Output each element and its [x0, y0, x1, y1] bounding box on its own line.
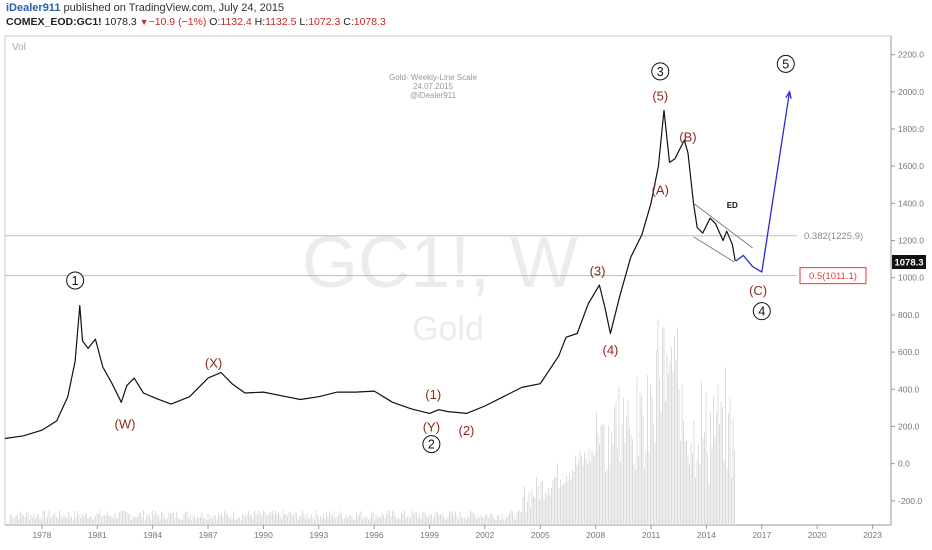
low-value: 1072.3 — [308, 16, 341, 28]
price-badge: 1078.3 — [892, 255, 926, 269]
price-series — [4, 90, 792, 440]
x-tick-label: 1999 — [420, 530, 439, 540]
price-badge-text: 1078.3 — [894, 258, 923, 269]
note-line-1: Gold- Weekly-Line Scale — [389, 73, 477, 82]
x-tick-label: 2002 — [475, 530, 494, 540]
author-link[interactable]: iDealer911 — [6, 2, 61, 14]
wave-label: (C) — [749, 283, 767, 298]
projection-line — [735, 91, 791, 273]
ending-diagonal: ED — [693, 201, 753, 263]
price-badge-box — [892, 255, 926, 269]
y-tick-label: 800.0 — [898, 310, 920, 320]
note-line-3: @iDealer911 — [410, 91, 457, 100]
wave-label: (1) — [425, 387, 441, 402]
fib-level-box — [799, 267, 867, 285]
note-line-2: 24.07.2015 — [413, 82, 454, 91]
y-tick-label: 1000.0 — [898, 273, 924, 283]
last-price: 1078.3 — [104, 16, 137, 28]
wave-label: (X) — [205, 355, 222, 370]
wave-circle — [752, 302, 771, 321]
wave-circle — [66, 271, 85, 290]
volume-bars — [9, 319, 735, 525]
y-tick-label: 400.0 — [898, 384, 920, 394]
close-label: C: — [343, 16, 354, 28]
open-value: 1132.4 — [220, 16, 252, 28]
wave-label: 4 — [758, 305, 765, 319]
x-tick-label: 2020 — [808, 530, 827, 540]
name-watermark: Gold — [412, 310, 484, 348]
wave-label: 5 — [782, 57, 789, 71]
wave-labels: 1 (W) (X) (1) (Y) 2 (2) (3) (4) (A) (5) 3 (B) (C) 4 5 — [66, 54, 795, 454]
x-tick-label: 2011 — [642, 530, 661, 540]
wave-label: (W) — [115, 417, 136, 432]
price-line — [4, 109, 736, 440]
wave-label: (4) — [602, 342, 618, 357]
x-tick-label: 2014 — [697, 530, 716, 540]
high-label: H: — [254, 16, 266, 28]
x-tick-label: 2008 — [586, 530, 605, 540]
x-tick-label: 1978 — [32, 530, 51, 540]
wave-label: (3) — [590, 263, 606, 278]
y-tick-label: 0.0 — [898, 459, 910, 469]
x-tick-label: 1984 — [143, 530, 162, 540]
wave-circle — [651, 62, 670, 81]
symbol-name[interactable]: COMEX_EOD:GC1! — [6, 16, 102, 28]
x-tick-label: 1987 — [199, 530, 218, 540]
y-tick-label: 1800.0 — [898, 124, 924, 134]
wave-label: (Y) — [423, 419, 440, 434]
y-tick-label: 1200.0 — [898, 236, 924, 246]
y-tick-label: 600.0 — [898, 347, 920, 357]
fib-level-label: 0.5(1011.1) — [809, 271, 857, 282]
y-tick-label: 1400.0 — [898, 198, 924, 208]
y-tick-label: -200.0 — [898, 496, 922, 506]
wave-label: 2 — [428, 438, 435, 452]
x-tick-label: 1993 — [309, 530, 328, 540]
time-axis-ticks: 1978 1981 1984 1987 1990 1993 1996 1999 2002 2005… — [32, 525, 882, 540]
projection-arrowhead — [785, 90, 792, 99]
x-tick-label: 1981 — [88, 530, 107, 540]
volume-label: Vol — [12, 42, 26, 53]
y-tick-label: 1600.0 — [898, 161, 924, 171]
wave-circle — [422, 435, 441, 454]
x-tick-label: 2017 — [752, 530, 771, 540]
ed-lower-line — [693, 236, 735, 263]
wave-label: 1 — [72, 274, 79, 288]
chart-header: iDealer911 published on TradingView.com,… — [0, 0, 932, 30]
x-tick-label: 2023 — [863, 530, 882, 540]
publish-text: published on TradingView.com, July 24, 2… — [63, 2, 285, 14]
x-tick-label: 1990 — [254, 530, 273, 540]
wave-label: (2) — [459, 423, 475, 438]
ohlc-line: COMEX_EOD:GC1! 1078.3 ▼−10.9 (−1%) O:113… — [6, 16, 386, 28]
x-tick-label: 2005 — [531, 530, 550, 540]
fib-level-label: 0.382(1225.9) — [804, 231, 863, 242]
price-chart[interactable]: Vol GC1!, W Gold Gold- Weekly-Line Scale… — [0, 30, 932, 550]
open-label: O: — [209, 16, 221, 28]
wave-label: 3 — [657, 65, 664, 79]
price-change: −10.9 (−1%) — [148, 16, 207, 28]
wave-label: (A) — [652, 182, 669, 197]
y-tick-label: 200.0 — [898, 421, 920, 431]
ed-upper-line — [693, 203, 753, 249]
close-value: 1078.3 — [353, 16, 386, 28]
wave-label: (5) — [652, 88, 668, 103]
y-tick-label: 2000.0 — [898, 87, 924, 97]
publish-line: iDealer911 published on TradingView.com,… — [6, 2, 284, 14]
ed-label: ED — [727, 201, 738, 210]
wave-label: (B) — [679, 129, 696, 144]
high-value: 1132.5 — [265, 16, 297, 28]
price-axis-ticks: 2200.0 2000.0 1800.0 1600.0 1400.0 1200.0 1000… — [891, 50, 924, 506]
y-tick-label: 2200.0 — [898, 50, 924, 60]
wave-circle — [776, 54, 795, 73]
low-label: L: — [299, 16, 309, 28]
x-tick-label: 1996 — [365, 530, 384, 540]
symbol-watermark: GC1!, W — [302, 223, 578, 303]
fib-levels: 0.382(1225.9) 0.5(1011.1) — [5, 231, 867, 285]
down-triangle-icon: ▼ — [139, 17, 149, 27]
